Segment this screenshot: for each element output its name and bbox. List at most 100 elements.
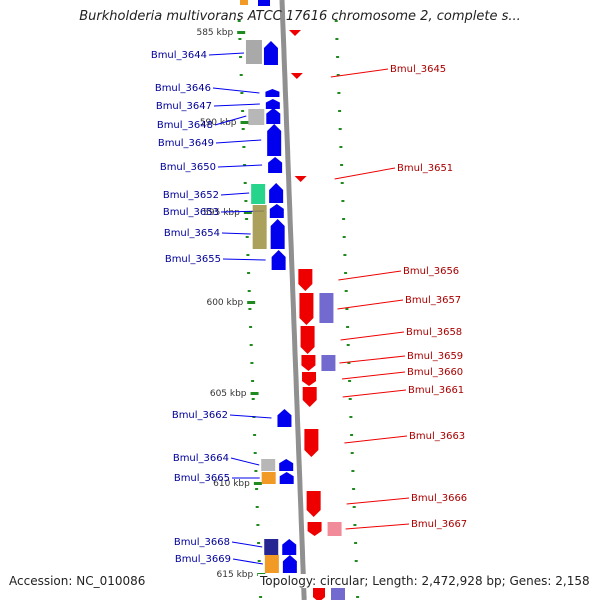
feature-box bbox=[261, 459, 276, 471]
scale-tick bbox=[334, 20, 338, 22]
scale-tick bbox=[338, 110, 342, 112]
reverse-gene-arrow bbox=[290, 73, 303, 79]
gene-leader-line bbox=[345, 523, 410, 530]
reverse-gene-arrow bbox=[301, 355, 316, 371]
gene-leader-line bbox=[341, 371, 406, 380]
scale-tick bbox=[256, 524, 260, 526]
scale-tick bbox=[257, 560, 261, 562]
scale-tick bbox=[253, 452, 257, 454]
scale-tick bbox=[352, 488, 356, 490]
scale-tick bbox=[347, 362, 351, 364]
scale-label: 595 kbp bbox=[203, 208, 240, 218]
reverse-gene-arrow bbox=[298, 269, 313, 291]
scale-tick bbox=[238, 38, 242, 40]
gene-leader-line bbox=[214, 115, 247, 126]
gene-label-bmul-3661: Bmul_3661 bbox=[408, 385, 464, 396]
forward-gene-arrow bbox=[265, 89, 280, 97]
scale-tick bbox=[245, 218, 249, 220]
scale-tick bbox=[340, 164, 344, 166]
reverse-gene-arrow bbox=[307, 522, 322, 536]
scale-tick bbox=[345, 308, 349, 310]
scale-tick bbox=[341, 200, 345, 202]
scale-tick bbox=[336, 56, 340, 58]
scale-tick bbox=[249, 326, 253, 328]
scale-tick bbox=[245, 236, 249, 238]
scale-tick bbox=[239, 74, 243, 76]
gene-label-bmul-3662: Bmul_3662 bbox=[172, 410, 228, 421]
scale-tick bbox=[243, 164, 247, 166]
gene-label-bmul-3665: Bmul_3665 bbox=[174, 473, 230, 484]
scale-tick bbox=[339, 146, 343, 148]
scale-tick bbox=[255, 506, 259, 508]
gene-leader-line bbox=[208, 52, 244, 56]
scale-tick bbox=[240, 92, 244, 94]
scale-tick bbox=[349, 416, 353, 418]
scale-tick bbox=[351, 470, 355, 472]
scale-tick bbox=[259, 596, 263, 598]
scale-tick bbox=[348, 398, 352, 400]
scale-tick bbox=[250, 362, 254, 364]
chromosome-backbone bbox=[279, 0, 307, 600]
scale-label: 585 kbp bbox=[196, 28, 233, 38]
forward-gene-arrow bbox=[268, 157, 283, 173]
scale-tick bbox=[251, 380, 255, 382]
feature-box bbox=[248, 109, 265, 125]
scale-major-tick bbox=[240, 121, 249, 124]
forward-gene-arrow bbox=[266, 108, 281, 124]
map-layer: 585 kbp 590 kbp 595 kbp 600 kbp 605 kbp 610 k… bbox=[151, 0, 467, 600]
reverse-gene-arrow bbox=[302, 387, 317, 407]
feature-box bbox=[264, 539, 279, 555]
reverse-gene-arrow bbox=[289, 30, 301, 36]
gene-label-bmul-3663: Bmul_3663 bbox=[409, 431, 465, 442]
scale-tick bbox=[248, 308, 252, 310]
gene-leader-line bbox=[213, 103, 260, 107]
feature-box bbox=[264, 555, 279, 573]
gene-leader-line bbox=[229, 414, 272, 419]
gene-label-bmul-3644: Bmul_3644 bbox=[151, 50, 207, 61]
feature-box bbox=[327, 522, 342, 536]
feature-box bbox=[245, 40, 262, 64]
reverse-gene-arrow bbox=[306, 491, 321, 517]
gene-label-bmul-3660: Bmul_3660 bbox=[407, 367, 463, 378]
scale-tick bbox=[253, 434, 257, 436]
scale-label: 600 kbp bbox=[206, 298, 243, 308]
scale-tick bbox=[342, 236, 346, 238]
forward-gene-arrow bbox=[267, 124, 282, 156]
scale-tick bbox=[342, 218, 346, 220]
scale-tick bbox=[338, 128, 342, 130]
gene-label-bmul-3658: Bmul_3658 bbox=[406, 327, 462, 338]
scale-tick bbox=[257, 542, 261, 544]
forward-gene-arrow bbox=[269, 183, 284, 203]
scale-tick bbox=[353, 524, 357, 526]
scale-tick bbox=[249, 344, 253, 346]
gene-leader-line bbox=[339, 355, 406, 364]
forward-gene-arrow bbox=[282, 539, 297, 555]
gene-leader-line bbox=[231, 541, 263, 548]
feature-box bbox=[252, 205, 267, 249]
left-scale-track bbox=[237, 20, 263, 598]
scale-tick bbox=[335, 38, 339, 40]
forward-gene-arrow bbox=[271, 250, 286, 270]
scale-tick bbox=[346, 344, 350, 346]
forward-gene-arrow bbox=[277, 409, 292, 427]
scale-tick bbox=[244, 200, 248, 202]
gene-label-bmul-3648: Bmul_3648 bbox=[157, 120, 213, 131]
forward-gene-arrow bbox=[263, 41, 278, 65]
scale-tick bbox=[239, 56, 243, 58]
scale-tick bbox=[243, 182, 247, 184]
gene-label-bmul-3657: Bmul_3657 bbox=[405, 295, 461, 306]
scale-tick bbox=[354, 560, 358, 562]
scale-label: 615 kbp bbox=[217, 570, 254, 580]
forward-gene-arrow bbox=[269, 204, 284, 218]
gene-label-bmul-3645: Bmul_3645 bbox=[390, 64, 446, 75]
gene-leader-line bbox=[340, 331, 405, 341]
gene-label-bmul-3652: Bmul_3652 bbox=[163, 190, 219, 201]
gene-leader-line bbox=[220, 192, 250, 196]
forward-gene-arrow bbox=[279, 472, 294, 484]
scale-tick bbox=[241, 128, 245, 130]
gene-label-bmul-3654: Bmul_3654 bbox=[164, 228, 220, 239]
gene-label-bmul-3667: Bmul_3667 bbox=[411, 519, 467, 530]
gene-label-bmul-3651: Bmul_3651 bbox=[397, 163, 453, 174]
reverse-gene-arrow bbox=[299, 293, 314, 325]
gene-label-bmul-3656: Bmul_3656 bbox=[403, 266, 459, 277]
